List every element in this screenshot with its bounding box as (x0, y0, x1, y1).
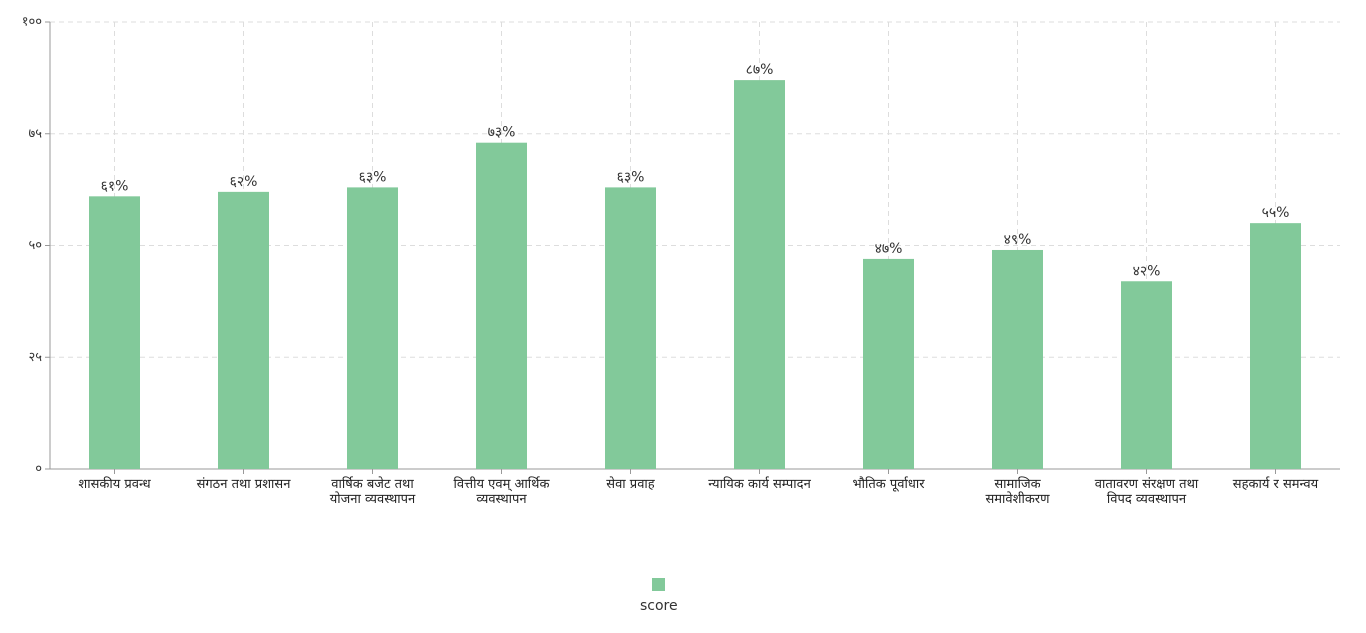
data-label: ६३% (617, 169, 645, 185)
data-label: ४२% (1133, 263, 1161, 279)
bar (1121, 281, 1172, 469)
bar (605, 187, 656, 469)
bar (89, 196, 140, 469)
bar (218, 191, 269, 470)
bar (1250, 223, 1301, 469)
data-label: ५५% (1262, 205, 1290, 221)
legend-label[interactable]: score (640, 598, 678, 614)
x-tick-label: सेवा प्रवाह (606, 477, 655, 492)
y-tick-label: २५ (28, 350, 42, 365)
x-tick-label: वातावरण संरक्षण तथा विपद व्यवस्थापन (1094, 477, 1199, 507)
data-label: ८७% (746, 62, 774, 78)
data-label: ७३% (488, 125, 516, 141)
y-tick-label: ७५ (28, 126, 42, 141)
data-label: ४७% (875, 241, 903, 257)
bar (992, 249, 1043, 469)
x-tick-label: शासकीय प्रवन्ध (78, 477, 151, 492)
data-label: ६३% (359, 169, 387, 185)
x-tick-label: सहकार्य र समन्वय (1232, 477, 1319, 492)
data-label: ६२% (230, 174, 258, 190)
legend-swatch[interactable] (652, 578, 665, 591)
x-tick-label: वित्तीय एवम् आर्थिक व्यवस्थापन (453, 477, 550, 507)
bar (347, 187, 398, 469)
x-tick-label: वार्षिक बजेट तथा योजना व्यवस्थापन (329, 477, 416, 507)
y-tick-label: ५० (28, 238, 42, 253)
data-label: ६१% (101, 178, 129, 194)
data-label: ४९% (1004, 232, 1032, 248)
y-tick-label: ० (35, 462, 42, 477)
bar (734, 80, 785, 470)
x-tick-label: न्यायिक कार्य सम्पादन (708, 477, 811, 492)
x-tick-label: संगठन तथा प्रशासन (196, 477, 291, 492)
x-tick-label: भौतिक पूर्वाधार (852, 477, 925, 492)
y-tick-label: १०० (22, 15, 42, 30)
bar (476, 142, 527, 469)
bar (863, 258, 914, 469)
x-tick-label: सामाजिक समावेशीकरण (985, 477, 1050, 507)
